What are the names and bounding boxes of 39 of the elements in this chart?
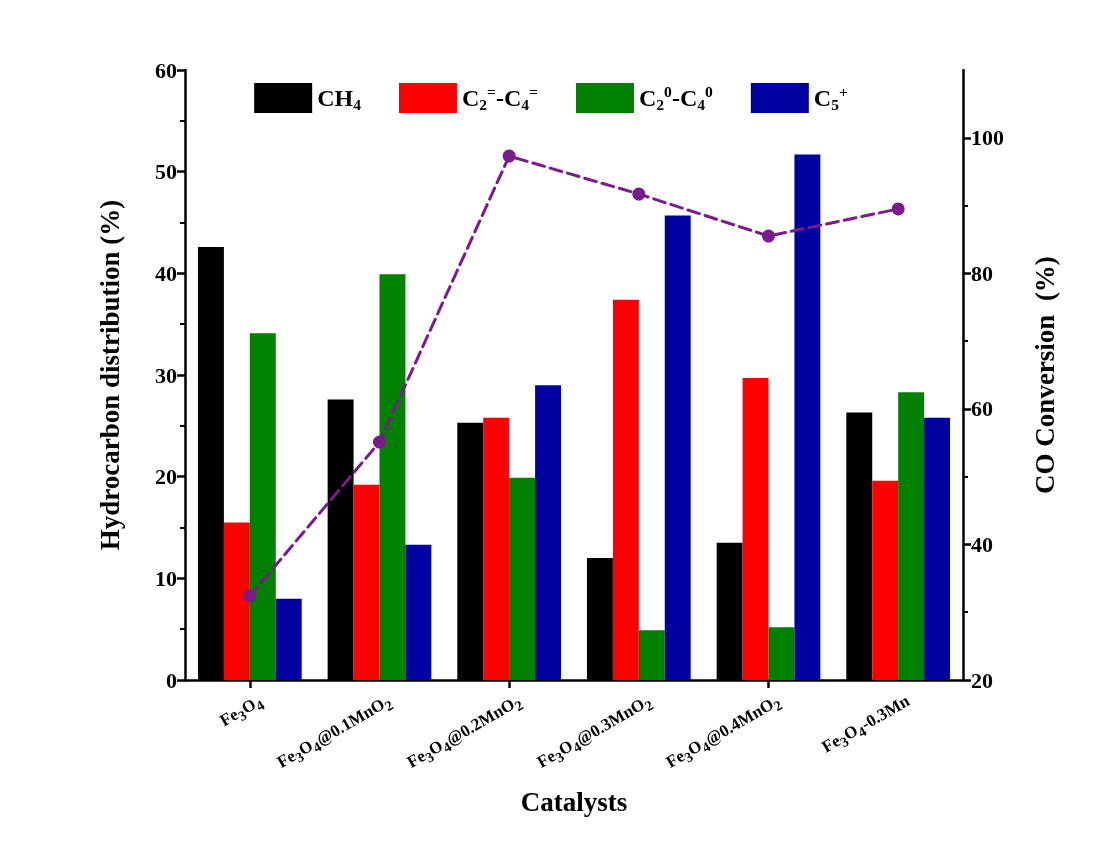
point [502,149,516,163]
bar [872,480,899,680]
y2-tick-label: 100 [971,125,1004,151]
point [243,589,257,603]
y2-tick-label: 80 [971,260,993,286]
bar [275,598,302,680]
y-tick-label: 0 [166,667,177,693]
y2-tick-label: 60 [971,396,993,422]
y2-tick-label: 40 [971,531,993,557]
bar [742,378,769,680]
bar [483,417,510,680]
bar [768,627,795,680]
bar [664,215,691,680]
bar [794,154,821,680]
x-axis-title: Catalysts [520,786,628,817]
y-tick-label: 60 [155,57,177,83]
bar [898,392,925,680]
bar [379,274,406,680]
y2-axis-title: CO Conversion (%) [1029,256,1060,494]
point [762,229,775,243]
y-tick-label: 40 [155,260,177,286]
y-axis-title: Hydrocarbon distribution (%) [94,199,125,551]
point [632,187,646,201]
bar [249,333,276,680]
y-tick-label: 50 [155,159,177,185]
bar [638,630,665,680]
bar [353,484,380,680]
bar [612,299,639,680]
bar [405,544,432,680]
point [891,202,905,216]
y2-tick-label: 20 [971,667,993,693]
point [373,435,386,449]
bar [223,522,250,680]
bar [924,417,951,680]
bar [535,385,562,680]
y-tick-label: 30 [155,362,177,388]
bar [509,477,536,680]
y-tick-label: 20 [155,464,177,490]
y-tick-label: 10 [155,565,177,591]
